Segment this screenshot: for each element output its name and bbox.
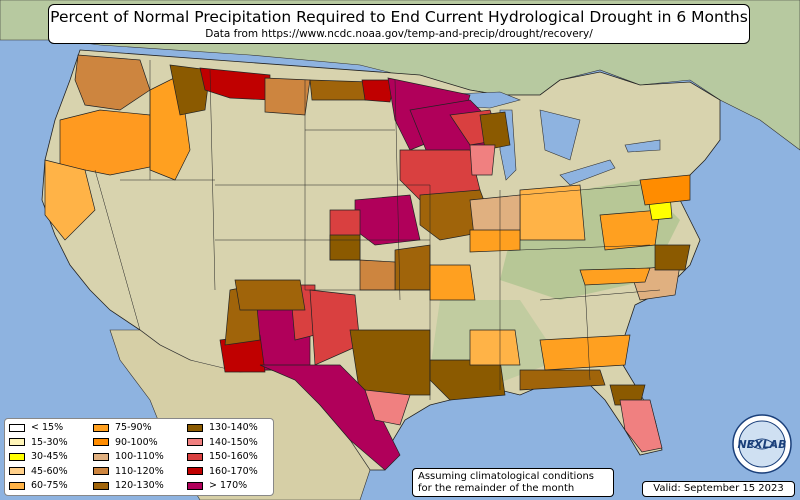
region-ohio-valley (519, 184, 586, 241)
region-arkansas (429, 264, 476, 301)
legend-item: 90-100% (93, 437, 158, 449)
legend-item: > 170% (187, 480, 247, 492)
legend-swatch (9, 467, 25, 475)
region-texas-south (259, 364, 401, 471)
legend-item: 160-170% (187, 466, 258, 478)
legend-swatch (9, 481, 25, 490)
region-colorado (234, 279, 306, 311)
legend-item: 45-60% (9, 466, 68, 478)
legend: < 15% 15-30% 30-45% 45-60% 60-75% 75-90% 90-10… (4, 418, 274, 496)
region-nebraska (354, 194, 421, 246)
legend-swatch (93, 467, 109, 475)
legend-swatch (187, 481, 203, 490)
legend-label: < 15% (31, 422, 64, 433)
lake-ontario (624, 139, 661, 153)
region-georgia (539, 334, 631, 371)
legend-label: 60-75% (31, 480, 68, 491)
legend-item: < 15% (9, 422, 63, 434)
legend-label: 30-45% (31, 451, 68, 462)
legend-swatch (93, 438, 109, 446)
legend-item: 130-140% (187, 422, 258, 434)
note-line-2: for the remainder of the month (418, 483, 575, 494)
legend-swatch (93, 423, 109, 432)
nexlab-logo: NEXLAB (732, 414, 792, 474)
note-box: Assuming climatological conditions for t… (412, 468, 614, 497)
lake-erie (559, 159, 616, 186)
region-montana-east (264, 77, 311, 116)
region-tennessee (579, 267, 651, 286)
region-pennsylvania (639, 174, 691, 206)
legend-item: 110-120% (93, 466, 164, 478)
region-texas-coast (364, 389, 411, 426)
region-montana-north (199, 67, 271, 101)
legend-swatch (187, 452, 203, 461)
legend-swatch (9, 423, 25, 432)
title-box: Percent of Normal Precipitation Required… (48, 4, 750, 44)
region-michigan (479, 111, 511, 151)
legend-item: 140-150% (187, 437, 258, 449)
legend-label: > 170% (209, 480, 248, 491)
region-kansas-east (394, 244, 431, 291)
legend-item: 60-75% (9, 480, 68, 492)
legend-swatch (187, 467, 203, 475)
logo-text: NEXLAB (737, 438, 786, 451)
page-subtitle: Data from https://www.ncdc.noaa.gov/temp… (205, 28, 593, 40)
legend-label: 45-60% (31, 465, 68, 477)
legend-item: 120-130% (93, 480, 164, 492)
legend-label: 75-90% (115, 422, 152, 433)
legend-label: 160-170% (209, 465, 258, 477)
region-gulf-coast (519, 369, 606, 391)
legend-swatch (93, 481, 109, 490)
legend-label: 140-150% (209, 436, 258, 448)
region-nc-coast (654, 244, 691, 271)
legend-swatch (187, 423, 203, 432)
region-nw-california (44, 159, 96, 241)
region-mississippi (469, 329, 521, 366)
region-pnw (74, 54, 151, 111)
region-iowa-pink (469, 144, 496, 176)
legend-label: 150-160% (209, 451, 258, 462)
legend-label: 110-120% (115, 465, 164, 477)
region-oklahoma (359, 259, 396, 291)
legend-swatch (187, 438, 203, 446)
region-red-river (361, 79, 396, 103)
legend-label: 100-110% (115, 451, 164, 462)
lake-huron (539, 109, 581, 161)
region-kansas-west (329, 234, 361, 261)
region-montana-west (169, 64, 211, 116)
drought-regions (44, 54, 691, 471)
legend-item: 100-110% (93, 451, 164, 463)
legend-item: 150-160% (187, 451, 258, 463)
page-title: Percent of Normal Precipitation Required… (50, 8, 748, 26)
legend-swatch (9, 438, 25, 446)
region-texas-central (349, 329, 431, 396)
legend-label: 120-130% (115, 480, 164, 491)
valid-date: Valid: September 15 2023 (642, 481, 795, 497)
note-line-1: Assuming climatological conditions (418, 471, 594, 482)
legend-swatch (93, 452, 109, 461)
legend-swatch (9, 452, 25, 461)
legend-label: 130-140% (209, 422, 258, 433)
legend-item: 15-30% (9, 437, 68, 449)
state-borders (94, 60, 661, 400)
legend-item: 75-90% (93, 422, 152, 434)
region-kentucky (469, 229, 521, 253)
legend-item: 30-45% (9, 451, 68, 463)
region-oregon (59, 109, 161, 176)
region-florida (619, 399, 663, 453)
legend-label: 90-100% (115, 436, 158, 448)
legend-label: 15-30% (31, 436, 68, 448)
